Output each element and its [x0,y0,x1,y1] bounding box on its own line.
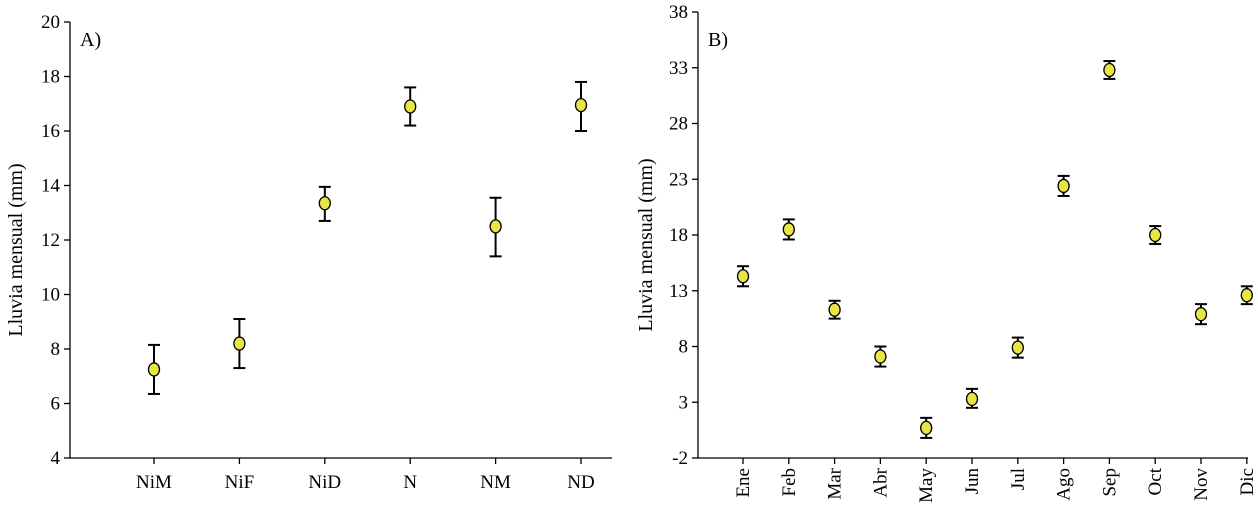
data-point [489,219,502,234]
y-tick-label: 6 [51,394,61,415]
data-point [147,362,161,377]
data-point [782,222,795,237]
data-point [1194,307,1208,322]
panel-label: A) [80,29,101,51]
data-point [233,336,246,351]
y-tick-label: 16 [41,121,60,142]
data-point [965,391,979,407]
x-tick-label: NiF [225,472,255,493]
panel-a: 4 6 8 10 12 14 16 18 20 Lluvia mensual (mm) A) NiM N… [5,12,612,493]
data-point [574,97,588,113]
x-tick-label: Dic [1237,468,1258,495]
data-point [828,302,841,317]
y-tick-label: 18 [669,225,688,246]
y-axis-label: Lluvia mensual (mm) [635,158,657,331]
y-tick-label: 14 [41,176,61,197]
y-tick-label: 33 [669,58,688,79]
y-tick-label: 10 [41,285,60,306]
panel-label: B) [708,29,728,51]
x-tick-label: NiD [308,472,341,493]
x-tick-label: NiM [136,472,172,493]
x-tick-label: Ago [1054,468,1075,501]
x-tick-label: Nov [1191,468,1212,501]
data-point [1011,340,1024,355]
y-tick-label: 23 [669,169,688,190]
y-tick-label: 18 [41,67,60,88]
x-tick-label: NM [480,472,511,493]
x-tick-label: ND [567,472,594,493]
x-tick-label: Mar [825,467,846,499]
x-tick-label: May [916,468,937,503]
x-tick-label: Jul [1008,468,1029,490]
y-tick-label: 20 [41,12,60,33]
data-point [1057,178,1070,194]
data-point [874,349,887,364]
x-tick-label: Abr [870,467,891,497]
y-tick-label: 28 [669,114,688,135]
y-tick-label: 4 [51,448,61,469]
y-tick-label: 3 [679,392,689,413]
y-tick-label: -2 [672,448,688,469]
x-tick-label: Ene [733,468,754,498]
x-tick-label: Jun [962,468,983,495]
y-tick-label: 38 [669,2,688,23]
x-tick-label: Oct [1145,467,1166,495]
y-tick-label: 12 [41,230,60,251]
x-tick-label: N [403,472,417,493]
data-point [1149,227,1162,243]
data-point [1103,62,1116,78]
y-tick-label: 13 [669,281,688,302]
data-point [404,99,417,114]
data-point [1240,288,1253,303]
y-tick-label: 8 [679,337,689,358]
x-tick-label: Feb [779,468,800,497]
y-tick-label: 8 [51,339,61,360]
data-point [318,196,331,211]
y-axis-label: Lluvia mensual (mm) [5,163,27,336]
x-tick-label: Sep [1099,468,1120,497]
data-point [736,269,750,284]
data-point [920,420,933,436]
